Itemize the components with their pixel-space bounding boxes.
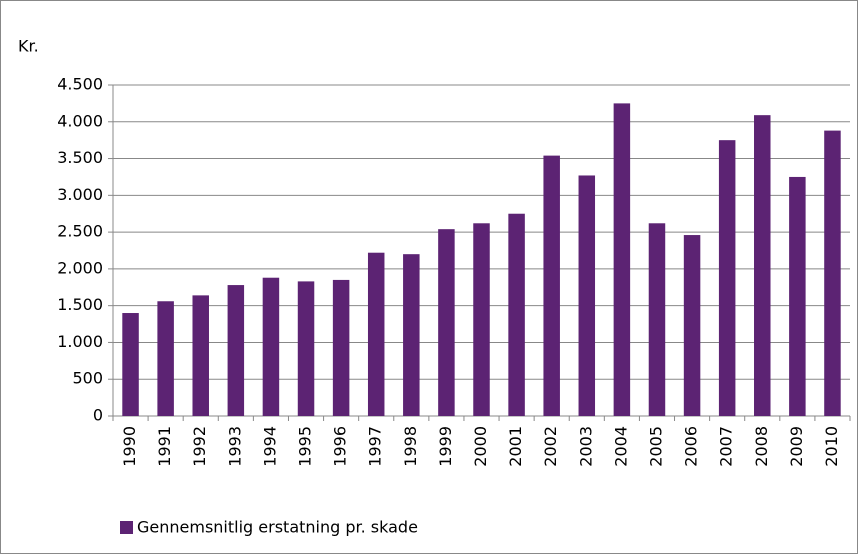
bar — [297, 281, 315, 416]
x-tick-label: 2008 — [752, 426, 771, 467]
bar — [578, 175, 596, 416]
x-tick-label: 2010 — [822, 426, 841, 467]
x-tick-label: 1994 — [260, 426, 279, 467]
bar — [824, 130, 841, 417]
bar — [403, 254, 420, 416]
bar — [473, 223, 490, 416]
y-tick-label: 0 — [93, 406, 103, 425]
x-tick-label: 2005 — [646, 426, 665, 467]
x-tick-label: 1997 — [366, 426, 385, 467]
x-tick-label: 2000 — [471, 426, 490, 467]
bar — [332, 279, 350, 416]
bar — [367, 252, 385, 416]
x-tick-label: 1993 — [225, 426, 244, 467]
bar — [157, 301, 174, 416]
x-tick-label: 2003 — [576, 426, 595, 467]
bar — [262, 277, 280, 416]
bar — [438, 229, 455, 416]
x-tick-label: 2006 — [682, 426, 701, 467]
bar — [613, 103, 631, 416]
y-axis-label: Kr. — [18, 37, 39, 56]
x-tick-label: 1995 — [296, 426, 315, 467]
legend-label: Gennemsnitlig erstatning pr. skade — [137, 518, 418, 537]
bar — [789, 176, 806, 416]
y-tick-label: 3.500 — [57, 148, 103, 167]
y-tick-label: 2.000 — [57, 258, 103, 277]
bar — [122, 313, 139, 416]
x-tick-label: 1998 — [401, 426, 420, 467]
x-tick-label: 2001 — [506, 426, 525, 467]
bar — [754, 115, 771, 416]
y-tick-label: 2.500 — [57, 222, 103, 241]
y-tick-label: 4.000 — [57, 111, 103, 130]
y-tick-label: 500 — [72, 369, 103, 388]
bar — [192, 295, 209, 416]
legend-swatch — [120, 521, 133, 534]
x-tick-label: 2007 — [717, 426, 736, 467]
x-tick-label: 1991 — [155, 426, 174, 467]
y-tick-label: 1.000 — [57, 332, 103, 351]
bar — [718, 140, 736, 416]
y-tick-label: 4.500 — [57, 75, 103, 94]
x-tick-label: 1996 — [331, 426, 350, 467]
x-tick-label: 1992 — [190, 426, 209, 467]
x-tick-label: 2004 — [611, 426, 630, 467]
y-tick-label: 1.500 — [57, 295, 103, 314]
y-tick-label: 3.000 — [57, 185, 103, 204]
x-tick-label: 2009 — [787, 426, 806, 467]
x-tick-label: 1990 — [120, 426, 139, 467]
bar — [683, 235, 701, 416]
bar — [508, 213, 525, 416]
bar — [648, 223, 666, 416]
x-tick-label: 2002 — [541, 426, 560, 467]
x-tick-label: 1999 — [436, 426, 455, 467]
bar — [543, 155, 560, 416]
bar — [227, 285, 245, 416]
